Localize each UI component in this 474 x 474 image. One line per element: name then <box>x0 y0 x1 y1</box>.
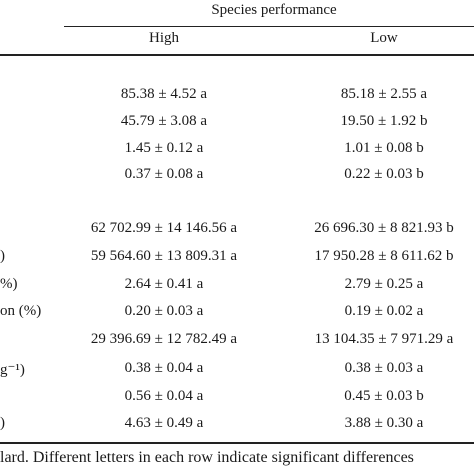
cell-low: 1.01 ± 0.08 b <box>344 140 424 156</box>
cell-low: 3.88 ± 0.30 a <box>344 415 424 431</box>
cell-high: 0.38 ± 0.04 a <box>124 360 204 376</box>
group-header-underline <box>64 26 474 27</box>
header-bottom-rule <box>0 54 474 56</box>
cell-low: 0.19 ± 0.02 a <box>344 303 424 319</box>
cell-low: 0.38 ± 0.03 a <box>344 360 424 376</box>
cell-high: 1.45 ± 0.12 a <box>124 140 204 156</box>
cell-high: 62 702.99 ± 14 146.56 a <box>90 220 238 236</box>
table-bottom-rule <box>0 442 474 444</box>
cell-low: 13 104.35 ± 7 971.29 a <box>314 331 454 347</box>
table-footnote: lard. Different letters in each row indi… <box>0 449 414 466</box>
cell-high: 2.64 ± 0.41 a <box>124 276 204 292</box>
cell-high: 0.20 ± 0.03 a <box>124 303 204 319</box>
row-label: ) <box>0 415 5 431</box>
row-label: g⁻¹) <box>0 362 25 378</box>
cell-high: 0.37 ± 0.08 a <box>124 166 204 182</box>
group-header: Species performance <box>211 2 337 18</box>
cell-high: 85.38 ± 4.52 a <box>120 86 208 102</box>
row-label: %) <box>0 276 18 292</box>
cell-low: 2.79 ± 0.25 a <box>344 276 424 292</box>
column-header-low: Low <box>370 30 398 46</box>
cell-low: 0.22 ± 0.03 b <box>344 166 424 182</box>
cell-low: 0.45 ± 0.03 b <box>344 388 424 404</box>
cell-high: 0.56 ± 0.04 a <box>124 388 204 404</box>
column-header-high: High <box>149 30 179 46</box>
cell-high: 59 564.60 ± 13 809.31 a <box>90 248 238 264</box>
cell-high: 4.63 ± 0.49 a <box>124 415 204 431</box>
cell-low: 17 950.28 ± 8 611.62 b <box>314 248 454 264</box>
row-label: ) <box>0 248 5 264</box>
cell-low: 85.18 ± 2.55 a <box>340 86 428 102</box>
cell-low: 26 696.30 ± 8 821.93 b <box>314 220 454 236</box>
cell-low: 19.50 ± 1.92 b <box>340 113 428 129</box>
row-label: on (%) <box>0 303 42 319</box>
cell-high: 29 396.69 ± 12 782.49 a <box>90 331 238 347</box>
cell-high: 45.79 ± 3.08 a <box>120 113 208 129</box>
